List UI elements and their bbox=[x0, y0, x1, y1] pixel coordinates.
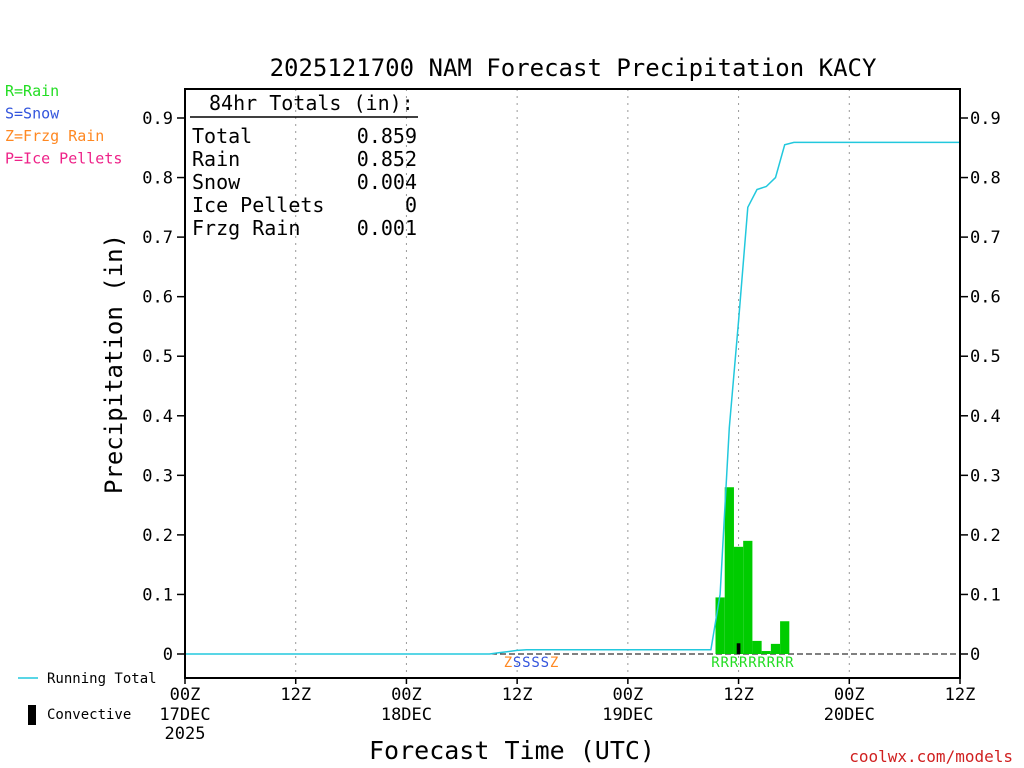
totals-row-label: Frzg Rain bbox=[192, 216, 300, 240]
bars-group bbox=[715, 487, 790, 654]
legend-bar-swatch bbox=[28, 705, 36, 725]
totals-heading: 84hr Totals (in): bbox=[209, 91, 414, 115]
precip-bar bbox=[733, 546, 744, 654]
y-tick-label-left: 0 bbox=[163, 645, 173, 665]
convective-bar bbox=[736, 643, 741, 654]
y-tick-label-right: 0.9 bbox=[970, 109, 1001, 129]
lines-group bbox=[185, 141, 960, 655]
y-tick-label-right: 0.2 bbox=[970, 526, 1001, 546]
y-tick-label-left: 0.5 bbox=[142, 347, 173, 367]
ptype-marker: R bbox=[767, 655, 776, 671]
y-tick-label-left: 0.1 bbox=[142, 585, 173, 605]
x-tick-label: 00Z bbox=[170, 685, 201, 705]
precip-bar bbox=[780, 621, 790, 654]
watermark-text: coolwx.com/models bbox=[849, 747, 1013, 766]
precip-bar bbox=[715, 597, 725, 654]
y-tick-label-right: 0 bbox=[970, 645, 980, 665]
x-tick-day-label: 18DEC bbox=[381, 705, 432, 725]
ptype-marker: Z bbox=[550, 655, 558, 671]
precip-bar bbox=[752, 640, 762, 654]
x-tick-day-label: 20DEC bbox=[824, 705, 875, 725]
x-tick-label: 12Z bbox=[280, 685, 311, 705]
x-tick-label: 00Z bbox=[391, 685, 422, 705]
x-tick-label: 00Z bbox=[612, 685, 643, 705]
ptype-marker: S bbox=[531, 655, 539, 671]
precip-bar bbox=[770, 643, 781, 654]
plot-frame bbox=[184, 88, 961, 679]
ptype-marker: R bbox=[739, 655, 748, 671]
ptype-marker: R bbox=[785, 655, 794, 671]
totals-box: 84hr Totals (in): Total 0.859 Rain 0.852 Sno… bbox=[190, 91, 418, 240]
x-tick-day-label: 19DEC bbox=[602, 705, 653, 725]
ptype-marker: S bbox=[522, 655, 530, 671]
precip-bar bbox=[724, 487, 734, 654]
x-tick-label: 12Z bbox=[502, 685, 533, 705]
ptype-marker: R bbox=[730, 655, 739, 671]
grid-lines bbox=[185, 89, 960, 678]
y-tick-label-left: 0.9 bbox=[142, 109, 173, 129]
y-tick-label-right: 0.1 bbox=[970, 585, 1001, 605]
ptype-marker: Z bbox=[504, 655, 512, 671]
y-tick-label-right: 0.5 bbox=[970, 347, 1001, 367]
ptype-marker: R bbox=[776, 655, 785, 671]
x-tick-label: 00Z bbox=[834, 685, 865, 705]
precip-bar bbox=[743, 540, 753, 654]
totals-row-value: 0.001 bbox=[357, 216, 417, 240]
y-tick-label-right: 0.6 bbox=[970, 288, 1001, 308]
totals-row-value: 0.852 bbox=[357, 147, 417, 171]
totals-row-label: Rain bbox=[192, 147, 240, 171]
ptype-legend-entry: P=Ice Pellets bbox=[5, 150, 122, 168]
y-tick-label-left: 0.3 bbox=[142, 466, 173, 486]
legend-line-entry: Convective bbox=[47, 707, 131, 723]
totals-row-value: 0.004 bbox=[357, 170, 417, 194]
totals-row-label: Total bbox=[192, 124, 252, 148]
y-tick-label-left: 0.8 bbox=[142, 169, 173, 189]
y-tick-label-left: 0.2 bbox=[142, 526, 173, 546]
x-tick-label: 12Z bbox=[945, 685, 976, 705]
y-tick-label-right: 0.4 bbox=[970, 407, 1001, 427]
y-tick-label-right: 0.7 bbox=[970, 228, 1001, 248]
ptype-marker: R bbox=[721, 655, 730, 671]
chart-title: 2025121700 NAM Forecast Precipitation KA… bbox=[270, 54, 877, 82]
totals-row-value: 0.859 bbox=[357, 124, 417, 148]
ptype-legend-entry: S=Snow bbox=[5, 105, 60, 123]
y-tick-label-left: 0.7 bbox=[142, 228, 173, 248]
ptype-legend: R=Rain S=Snow Z=Frzg Rain P=Ice Pellets bbox=[5, 82, 122, 168]
precip-bar bbox=[761, 651, 771, 654]
ptype-marker: R bbox=[748, 655, 757, 671]
x-tick-day-label: 17DEC bbox=[159, 705, 210, 725]
y-tick-label-right: 0.3 bbox=[970, 466, 1001, 486]
legend-line-entry: Running Total bbox=[47, 671, 157, 687]
ptype-marker: R bbox=[757, 655, 766, 671]
totals-row-label: Snow bbox=[192, 170, 241, 194]
x-axis-label: Forecast Time (UTC) bbox=[369, 736, 655, 765]
y-tick-label-left: 0.4 bbox=[142, 407, 173, 427]
ptype-marker: S bbox=[513, 655, 521, 671]
ptype-marker: S bbox=[541, 655, 549, 671]
x-tick-label: 12Z bbox=[723, 685, 754, 705]
totals-row-value: 0 bbox=[405, 193, 417, 217]
y-axis-left: 0 0.1 0.2 0.3 0.4 0.5 0.6 0.7 0.8 0.9 bbox=[142, 109, 185, 665]
y-tick-label-left: 0.6 bbox=[142, 288, 173, 308]
x-tick-year-label: 2025 bbox=[165, 724, 206, 744]
ptype-marker: R bbox=[711, 655, 720, 671]
y-axis-right: 0 0.1 0.2 0.3 0.4 0.5 0.6 0.7 0.8 0.9 bbox=[960, 109, 1001, 665]
ptype-legend-entry: Z=Frzg Rain bbox=[5, 127, 104, 145]
line-legend: Running Total Convective bbox=[18, 671, 157, 725]
y-tick-label-right: 0.8 bbox=[970, 169, 1001, 189]
totals-row-label: Ice Pellets bbox=[192, 193, 324, 217]
running-total-line bbox=[185, 141, 960, 655]
ptype-legend-entry: R=Rain bbox=[5, 82, 59, 100]
y-axis-label: Precipitation (in) bbox=[100, 234, 128, 494]
